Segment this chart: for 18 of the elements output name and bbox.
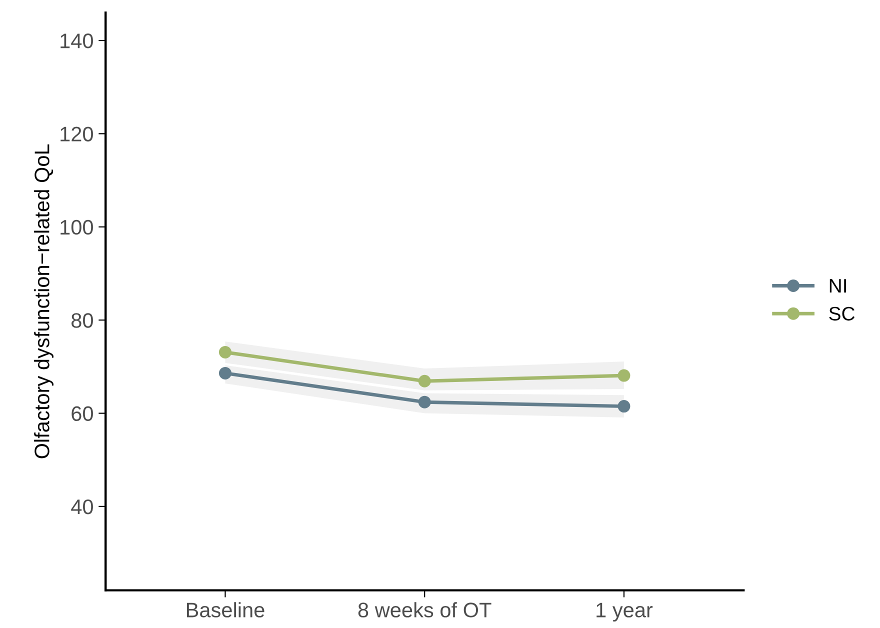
point	[618, 400, 630, 413]
y-tick-label: 100	[60, 220, 93, 235]
legend-label: SC	[829, 306, 855, 321]
point	[418, 396, 431, 408]
point	[418, 374, 431, 388]
point	[218, 346, 232, 358]
y-tick-label: 40	[71, 499, 93, 514]
y-tick-label: 120	[60, 126, 93, 142]
y-tick-label: 60	[72, 406, 93, 422]
point	[618, 369, 630, 382]
x-tick-label: Baseline	[186, 602, 264, 618]
y-tick-label: 80	[72, 313, 93, 328]
y-tick-label: 140	[60, 34, 93, 48]
y-axis-title: Olfactory dysfunction−related QoL	[34, 144, 54, 458]
point	[218, 366, 232, 380]
legend-label: NI	[830, 279, 846, 293]
x-tick-label: 8 weeks of OT	[358, 602, 492, 618]
x-tick-label: 1 year	[596, 602, 653, 622]
